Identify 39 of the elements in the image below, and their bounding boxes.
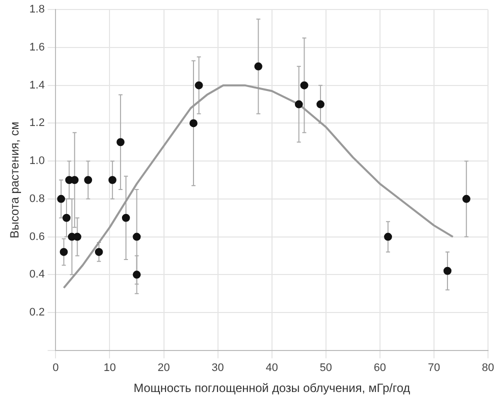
y-tick-label: 1.4 bbox=[29, 79, 45, 92]
y-tick-label: 0.8 bbox=[29, 192, 45, 205]
point bbox=[300, 81, 308, 90]
point bbox=[443, 266, 452, 275]
x-tick-label: 20 bbox=[158, 362, 170, 374]
x-tick-label: 40 bbox=[266, 362, 278, 374]
point bbox=[316, 100, 324, 108]
y-tick-label: 1.0 bbox=[29, 155, 45, 168]
point bbox=[60, 248, 68, 256]
x-tick-label: 30 bbox=[212, 362, 224, 374]
point bbox=[462, 194, 470, 203]
point bbox=[254, 62, 262, 70]
point bbox=[132, 270, 141, 279]
y-axis-title: Высота растения, см bbox=[8, 122, 22, 238]
point bbox=[116, 138, 125, 146]
x-tick-label: 80 bbox=[482, 362, 494, 374]
y-tick-label: 0.2 bbox=[29, 306, 45, 319]
x-tick-label: 60 bbox=[374, 362, 386, 374]
x-tick-label: 70 bbox=[428, 362, 440, 374]
y-tick-label: 1.2 bbox=[29, 117, 45, 130]
point bbox=[384, 232, 392, 241]
point bbox=[57, 194, 66, 203]
point bbox=[62, 214, 70, 222]
y-tick-label: 0.6 bbox=[29, 230, 45, 243]
point bbox=[94, 248, 103, 256]
point bbox=[108, 176, 116, 184]
x-tick-label: 50 bbox=[320, 362, 332, 374]
y-tick-label: 1.8 bbox=[29, 4, 45, 16]
point bbox=[132, 232, 141, 241]
y-tick-label: 0.4 bbox=[29, 268, 45, 281]
x-axis-title: Мощность поглощенной дозы облучения, мГр/год bbox=[134, 381, 410, 396]
point bbox=[189, 119, 198, 128]
y-tick-label: 1.6 bbox=[29, 42, 45, 54]
point bbox=[194, 81, 203, 90]
point bbox=[84, 176, 92, 184]
x-tick-label: 0 bbox=[52, 362, 59, 374]
x-tick-label: 10 bbox=[104, 362, 116, 374]
point bbox=[122, 214, 130, 222]
point bbox=[294, 100, 303, 108]
